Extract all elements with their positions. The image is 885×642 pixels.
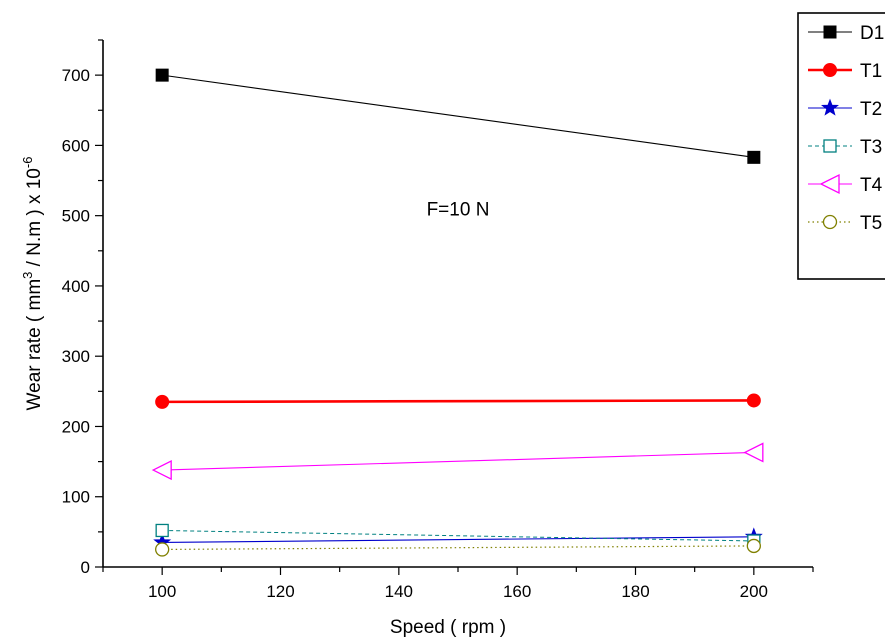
series-t3 xyxy=(155,523,761,548)
legend-label-t5: T5 xyxy=(860,213,882,234)
y-axis-title-part: / N.m ) x 10 xyxy=(24,168,45,271)
y-tick-label: 100 xyxy=(62,488,90,507)
legend-marker-t5 xyxy=(822,214,838,230)
y-tick-label: 400 xyxy=(62,277,90,296)
series-line xyxy=(162,74,754,158)
load-annotation: F=10 N xyxy=(427,200,490,221)
y-axis-title-part: Wear rate ( mm xyxy=(24,279,45,411)
data-point xyxy=(743,442,764,463)
x-axis-title: Speed ( rpm ) xyxy=(390,617,506,638)
legend-label-t4: T4 xyxy=(860,175,883,196)
y-tick-label: 0 xyxy=(81,558,90,577)
series-line xyxy=(162,536,754,543)
data-point xyxy=(746,393,761,408)
y-axis-title-superscript: 3 xyxy=(20,272,35,279)
chart-text: 100 120 140 160 180 200 0 100 200 300 400 500 600 700… xyxy=(20,66,768,638)
plot-area xyxy=(95,39,814,575)
series-line xyxy=(162,399,754,404)
x-tick-label: 160 xyxy=(503,582,531,601)
x-tick-label: 120 xyxy=(266,582,294,601)
legend-marker-t1 xyxy=(823,63,837,77)
data-point xyxy=(151,459,172,481)
legend-box xyxy=(797,12,885,280)
data-point xyxy=(155,523,169,538)
y-tick-label: 300 xyxy=(62,347,90,366)
y-axis-title: Wear rate ( mm3 / N.m ) x 10-6 xyxy=(20,157,45,411)
legend-label-t3: T3 xyxy=(860,137,882,158)
legend-marker-t4 xyxy=(819,173,840,195)
x-tick-label: 100 xyxy=(148,582,176,601)
y-tick-label: 700 xyxy=(62,66,90,85)
series-t5 xyxy=(155,538,761,557)
y-axis-title-superscript: -6 xyxy=(20,157,35,169)
data-point xyxy=(747,150,761,164)
series-d1 xyxy=(155,68,761,164)
series-line xyxy=(162,529,754,542)
legend-label-t2: T2 xyxy=(860,99,882,120)
legend: D1 T1 T2 T3 T4 T5 xyxy=(797,12,885,280)
legend-marker-t2 xyxy=(821,98,839,116)
series-t4 xyxy=(151,442,764,481)
data-point xyxy=(155,542,170,557)
legend-marker-d1 xyxy=(823,25,837,39)
legend-label-d1: D1 xyxy=(860,23,884,44)
y-tick-label: 200 xyxy=(62,417,90,436)
data-point xyxy=(155,68,169,82)
series-line xyxy=(162,545,754,551)
y-tick-label: 600 xyxy=(62,136,90,155)
legend-marker-t3 xyxy=(823,139,837,153)
series-line xyxy=(162,451,754,471)
y-tick-label: 500 xyxy=(62,207,90,226)
data-point xyxy=(155,394,170,409)
series-group xyxy=(151,68,764,557)
legend-label-t1: T1 xyxy=(860,61,882,82)
series-t1 xyxy=(155,393,761,409)
x-tick-label: 140 xyxy=(385,582,413,601)
series-t2 xyxy=(153,527,763,551)
x-tick-label: 180 xyxy=(621,582,649,601)
x-tick-label: 200 xyxy=(740,582,768,601)
data-point xyxy=(746,538,761,554)
